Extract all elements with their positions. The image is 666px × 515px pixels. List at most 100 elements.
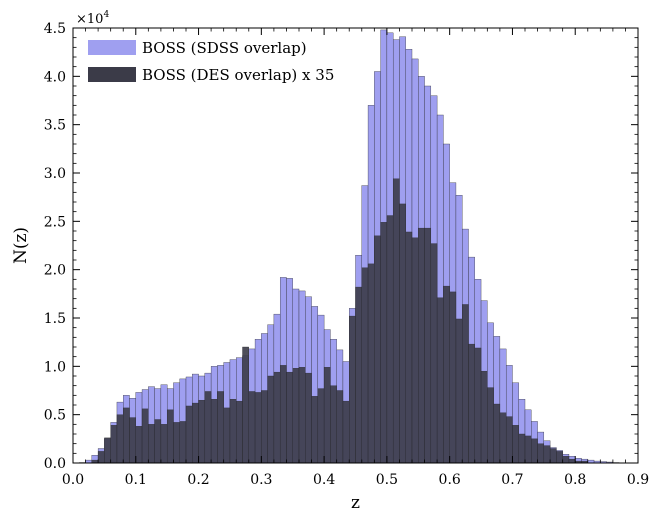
des-bar	[229, 399, 237, 464]
y-tick-label: 2.5	[44, 214, 66, 230]
des-bar	[386, 215, 394, 464]
des-bar	[518, 433, 526, 464]
y-tick-label: 1.0	[44, 359, 66, 375]
plot-frame	[72, 27, 639, 464]
x-tick-label: 0.5	[376, 472, 398, 488]
x-tick-label: 0.7	[501, 472, 523, 488]
des-bar	[430, 243, 438, 464]
des-bar	[568, 458, 576, 464]
des-bar	[286, 371, 293, 464]
des-bar	[123, 407, 130, 464]
des-bar	[455, 318, 463, 464]
des-bar	[380, 222, 388, 464]
des-bar	[242, 346, 249, 464]
des-bar	[261, 390, 268, 464]
des-bar	[185, 405, 193, 464]
des-bar	[361, 267, 369, 464]
x-tick-label: 0.4	[313, 472, 335, 488]
y-tick-label: 4.0	[44, 69, 66, 85]
y-axis-multiplier-exponent: 4	[103, 10, 109, 20]
des-bar	[279, 365, 287, 464]
y-tick-label: 1.5	[44, 311, 66, 327]
y-axis-multiplier: ×104	[76, 10, 109, 27]
des-bar	[531, 438, 538, 464]
y-tick-label: 3.0	[44, 166, 66, 182]
x-tick-label: 0.8	[564, 472, 586, 488]
des-bar	[305, 372, 312, 464]
des-bar	[116, 414, 124, 464]
des-bar	[468, 343, 475, 464]
legend-swatch-des	[88, 67, 136, 82]
legend-swatch-sdss	[88, 40, 136, 55]
x-tick-label: 0.2	[187, 472, 209, 488]
des-bar	[480, 370, 488, 464]
des-bar	[292, 368, 300, 464]
y-axis-multiplier-base: ×10	[76, 12, 103, 27]
des-bar	[418, 227, 425, 464]
des-bar	[273, 371, 281, 464]
des-bar	[474, 347, 482, 464]
des-bar	[204, 391, 212, 464]
y-axis-title: N(z)	[11, 227, 31, 264]
x-axis-title: z	[351, 493, 360, 513]
des-bar	[166, 409, 174, 464]
x-tick-label: 0.3	[250, 472, 272, 488]
des-bar	[374, 235, 381, 464]
des-bar	[217, 391, 224, 464]
des-bar	[349, 315, 356, 464]
des-bar	[173, 422, 180, 464]
des-bar	[405, 231, 413, 464]
des-bar	[135, 426, 143, 464]
des-bar	[424, 227, 432, 464]
y-axis-ticks: 0.0 0.5 1.0 1.5 2.0 2.5 3.0 3.5 4.0 4.5	[44, 21, 638, 472]
x-axis-ticks: 0.0 0.1 0.2 0.3 0.4 0.5 0.6 0.7 0.8 0.9	[62, 28, 649, 488]
des-bar	[493, 403, 501, 464]
des-bar	[179, 421, 187, 464]
des-bar	[505, 416, 513, 464]
des-bar	[543, 445, 551, 464]
des-bar	[104, 437, 111, 464]
des-bar	[223, 407, 231, 464]
des-bar	[129, 417, 136, 464]
y-tick-label: 0.0	[44, 456, 66, 472]
des-bar	[317, 388, 325, 464]
des-bar	[192, 402, 199, 464]
y-tick-label: 4.5	[44, 21, 66, 37]
y-tick-label: 3.5	[44, 118, 66, 134]
legend-label-des: BOSS (DES overlap) x 35	[142, 66, 334, 84]
des-bar	[399, 203, 406, 464]
des-bar	[487, 387, 494, 464]
des-bar	[236, 400, 243, 464]
des-bar	[342, 400, 350, 464]
des-bar	[549, 448, 557, 464]
des-bar	[449, 291, 457, 464]
des-bar	[323, 367, 331, 464]
des-bar	[311, 396, 319, 464]
des-bar	[355, 286, 362, 464]
des-bar	[524, 435, 532, 464]
des-bar	[97, 451, 105, 464]
x-tick-label: 0.6	[439, 472, 461, 488]
des-bar	[267, 375, 275, 464]
des-bar	[562, 456, 570, 464]
x-tick-label: 0.9	[627, 472, 649, 488]
des-bar	[198, 399, 206, 464]
legend: BOSS (SDSS overlap) BOSS (DES overlap) x…	[88, 39, 334, 84]
des-bar	[411, 237, 419, 464]
des-bar	[148, 424, 155, 464]
des-bar	[556, 451, 563, 464]
y-tick-label: 0.5	[44, 408, 66, 424]
des-bar	[512, 425, 519, 464]
legend-label-sdss: BOSS (SDSS overlap)	[142, 39, 307, 57]
des-bar	[499, 412, 507, 464]
des-bar	[298, 367, 306, 464]
des-bar	[248, 391, 256, 464]
des-bar	[330, 385, 337, 464]
des-bar	[367, 263, 375, 464]
des-bar	[154, 419, 162, 464]
y-tick-label: 2.0	[44, 263, 66, 279]
des-bar	[436, 297, 444, 464]
des-bar	[336, 390, 344, 464]
x-tick-label: 0.0	[62, 472, 84, 488]
